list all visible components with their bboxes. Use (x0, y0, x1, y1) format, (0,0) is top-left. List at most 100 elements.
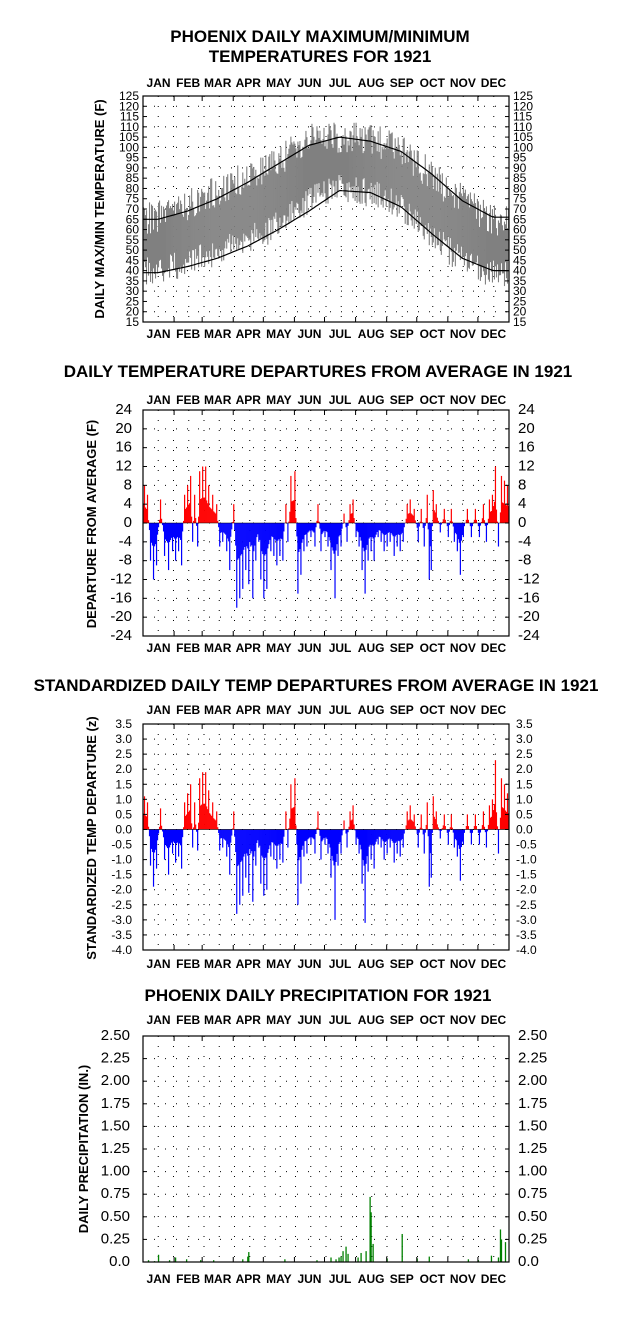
y-tick-label-right: -12 (518, 571, 540, 588)
standardized-chart-month-labels-bottom: JAN FEB MAR APR MAY JUN JUL AUG SEP OCT NOV DEC (147, 957, 507, 971)
y-tick-label-right: 2.5 (516, 747, 533, 761)
month-label-jul: JUL (329, 393, 352, 407)
y-tick-label-right: 120 (513, 99, 533, 113)
y-tick-label-left: 24 (115, 401, 132, 418)
month-label-dec: DEC (481, 76, 507, 90)
precipitation-chart-right-ticks: 2.50 2.25 2.00 1.75 1.50 1.25 1.00 0.75 0.50 0.25… (505, 1027, 547, 1270)
month-label-oct: OCT (420, 327, 446, 341)
y-tick-label-right: -4.0 (516, 943, 537, 957)
month-label-apr: APR (236, 76, 262, 90)
y-tick-label-right: 0.25 (518, 1230, 547, 1247)
y-tick-label-left: 30 (126, 284, 140, 298)
y-tick-label-right: 65 (513, 212, 527, 226)
precipitation-chart-month-labels-top: JAN FEB MAR APR MAY JUN JUL AUG SEP OCT NOV DEC (147, 1013, 507, 1027)
month-label-may: MAY (266, 703, 292, 717)
temperature-chart-right-ticks: 1251201151101051009590858075706560555045… (505, 89, 533, 329)
month-label-jan: JAN (147, 1013, 171, 1027)
y-tick-label-left: -4.0 (111, 943, 132, 957)
temperature-chart-title-line2: TEMPERATURES FOR 1921 (209, 47, 432, 66)
y-tick-label-left: 2.50 (101, 1027, 130, 1044)
month-label-apr: APR (236, 1013, 262, 1027)
y-tick-label-right: 105 (513, 130, 533, 144)
month-label-sep: SEP (390, 641, 414, 655)
y-tick-label-right: 80 (513, 181, 527, 195)
month-label-jun: JUN (297, 1013, 321, 1027)
y-tick-label-right: 1.75 (518, 1095, 547, 1112)
month-label-jan: JAN (147, 76, 171, 90)
y-tick-label-right: 30 (513, 284, 527, 298)
y-tick-label-right: -3.5 (516, 928, 537, 942)
month-label-feb: FEB (176, 1013, 200, 1027)
month-label-mar: MAR (204, 957, 232, 971)
month-label-mar: MAR (204, 393, 232, 407)
y-tick-label-right: 0.5 (516, 807, 533, 821)
y-tick-label-left: -1.5 (111, 868, 132, 882)
y-tick-label-right: 1.5 (516, 777, 533, 791)
y-tick-label-left: 0.75 (101, 1185, 130, 1202)
month-label-feb: FEB (176, 393, 200, 407)
month-label-jun: JUN (297, 327, 321, 341)
departure-chart-bars (142, 466, 510, 608)
month-label-mar: MAR (204, 703, 232, 717)
month-label-apr: APR (236, 327, 262, 341)
month-label-jun: JUN (297, 641, 321, 655)
y-tick-label-left: -12 (110, 571, 132, 588)
y-tick-label-right: 2.0 (516, 762, 533, 776)
month-label-aug: AUG (358, 1272, 385, 1286)
month-label-jun: JUN (297, 703, 321, 717)
y-tick-label-left: 100 (119, 140, 139, 154)
y-tick-label-right: -4 (518, 533, 531, 550)
y-tick-label-right: 40 (513, 264, 527, 278)
temperature-chart: PHOENIX DAILY MAXIMUM/MINIMUM TEMPERATUR… (92, 27, 533, 341)
month-label-jul: JUL (329, 76, 352, 90)
month-label-nov: NOV (450, 641, 476, 655)
y-tick-label-left: 115 (120, 110, 139, 124)
month-label-aug: AUG (358, 1013, 385, 1027)
y-tick-label-left: 2.00 (101, 1072, 130, 1089)
month-label-feb: FEB (176, 957, 200, 971)
departure-chart-left-ticks: 24 20 16 128 4 0 -4 -8 -12-16 -20 -24 (110, 401, 479, 644)
standardized-chart-frame (142, 723, 510, 951)
y-tick-label-left: -16 (110, 589, 132, 606)
month-label-sep: SEP (390, 327, 414, 341)
y-tick-label-left: 90 (126, 161, 140, 175)
y-tick-label-left: 75 (126, 192, 140, 206)
y-tick-label-left: -1.0 (111, 853, 132, 867)
y-tick-label-left: 0.0 (115, 822, 132, 836)
y-tick-label-left: 1.00 (101, 1163, 130, 1180)
standardized-chart-right-ticks: 3.53.02.52.01.51.00.50.0 -0.5-1.0-1.5-2.0… (505, 717, 537, 957)
y-tick-label-right: 0 (518, 514, 526, 531)
y-tick-label-right: 24 (518, 401, 535, 418)
standardized-chart-bars (142, 760, 510, 923)
y-tick-label-right: 75 (513, 192, 527, 206)
y-tick-label-left: 120 (119, 99, 139, 113)
y-tick-label-right: 35 (513, 274, 527, 288)
month-label-dec: DEC (481, 393, 507, 407)
month-label-dec: DEC (481, 1272, 507, 1286)
month-label-aug: AUG (358, 76, 385, 90)
month-label-dec: DEC (481, 1013, 507, 1027)
month-label-jan: JAN (147, 957, 171, 971)
y-tick-label-left: -3.5 (111, 928, 132, 942)
y-tick-label-left: 1.0 (115, 792, 132, 806)
y-tick-label-left: -20 (110, 608, 132, 625)
y-tick-label-left: 65 (126, 212, 140, 226)
month-label-may: MAY (266, 957, 292, 971)
month-label-jul: JUL (329, 327, 352, 341)
precipitation-chart-ylabel: DAILY PRECIPITATION (IN.) (76, 1065, 91, 1234)
departure-chart-title: DAILY TEMPERATURE DEPARTURES FROM AVERAG… (64, 362, 573, 381)
y-tick-label-right: 2.25 (518, 1050, 547, 1067)
y-tick-label-left: 45 (126, 253, 140, 267)
y-tick-label-right: -8 (518, 552, 531, 569)
y-tick-label-left: 40 (126, 264, 140, 278)
month-label-aug: AUG (358, 703, 385, 717)
y-tick-label-right: -24 (518, 627, 540, 644)
month-label-jul: JUL (329, 957, 352, 971)
standardized-chart-left-ticks: 3.53.02.52.01.51.00.50.0 -0.5-1.0-1.5-2.0… (111, 717, 479, 957)
y-tick-label-right: 95 (513, 151, 527, 165)
month-label-sep: SEP (390, 393, 414, 407)
month-label-nov: NOV (450, 1013, 476, 1027)
y-tick-label-left: 1.25 (101, 1140, 130, 1157)
month-label-apr: APR (236, 703, 262, 717)
